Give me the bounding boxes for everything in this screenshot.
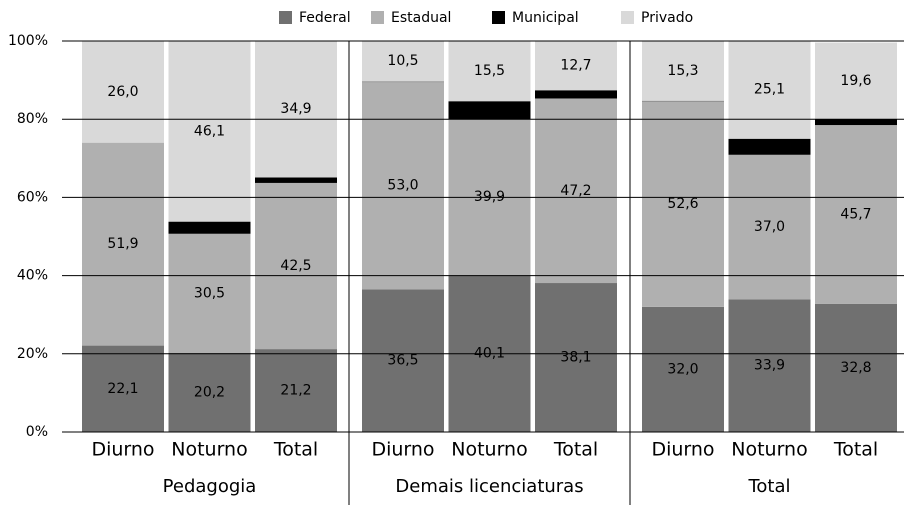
bar-segment bbox=[168, 221, 251, 234]
bar-segment bbox=[168, 353, 251, 432]
value-label: 32,0 bbox=[667, 361, 698, 377]
legend-label: Municipal bbox=[512, 10, 579, 26]
value-label: 15,3 bbox=[667, 63, 698, 79]
bar-segment bbox=[642, 101, 724, 307]
bar-segment bbox=[815, 303, 897, 432]
value-label: 52,6 bbox=[667, 196, 698, 212]
legend-label: Privado bbox=[641, 10, 693, 26]
group-label: Demais licenciaturas bbox=[395, 476, 583, 497]
x-tick-label: Total bbox=[553, 439, 598, 461]
legend-label: Estadual bbox=[391, 10, 451, 26]
value-label: 15,5 bbox=[474, 63, 505, 79]
y-tick-label: 0% bbox=[26, 424, 48, 440]
value-label: 25,1 bbox=[754, 82, 785, 98]
x-tick-label: Diurno bbox=[651, 439, 714, 461]
value-label: 46,1 bbox=[194, 124, 225, 140]
bar-segment bbox=[255, 177, 337, 183]
value-label: 45,7 bbox=[840, 206, 871, 222]
y-tick-label: 80% bbox=[17, 111, 48, 127]
value-label: 12,7 bbox=[560, 57, 591, 73]
bar-segment bbox=[362, 289, 444, 432]
x-tick-label: Noturno bbox=[451, 439, 527, 461]
x-tick-label: Total bbox=[833, 439, 878, 461]
bar-segment bbox=[255, 182, 337, 350]
legend-swatch bbox=[279, 11, 292, 24]
bar-segment bbox=[168, 41, 251, 222]
bar-segment bbox=[362, 82, 444, 290]
bar-segment bbox=[815, 42, 897, 120]
value-label: 36,5 bbox=[387, 353, 418, 369]
value-label: 34,9 bbox=[280, 101, 311, 117]
y-tick-label: 100% bbox=[8, 33, 48, 49]
value-label: 32,8 bbox=[840, 360, 871, 376]
bar-segment bbox=[642, 41, 724, 101]
legend-swatch bbox=[371, 11, 384, 24]
group-label: Total bbox=[747, 476, 790, 497]
bar-segment bbox=[255, 41, 337, 178]
group-label: Pedagogia bbox=[163, 476, 257, 497]
bar-segment bbox=[815, 125, 897, 304]
bar-segment bbox=[642, 306, 724, 432]
value-label: 20,2 bbox=[194, 385, 225, 401]
bar-segment bbox=[448, 101, 531, 120]
y-tick-label: 40% bbox=[17, 268, 48, 284]
bar-segment bbox=[255, 349, 337, 432]
legend-label: Federal bbox=[299, 10, 351, 26]
x-tick-label: Noturno bbox=[171, 439, 247, 461]
bar-segment bbox=[362, 40, 444, 82]
value-label: 38,1 bbox=[560, 350, 591, 366]
value-label: 21,2 bbox=[280, 383, 311, 399]
value-label: 51,9 bbox=[107, 236, 138, 252]
legend-swatch bbox=[492, 11, 505, 24]
bar-segment bbox=[448, 40, 531, 102]
bar-segment bbox=[82, 41, 164, 143]
value-label: 10,5 bbox=[387, 53, 418, 69]
y-tick-label: 60% bbox=[17, 189, 48, 205]
legend-swatch bbox=[621, 11, 634, 24]
bar-segment bbox=[815, 119, 897, 126]
bar-segment bbox=[82, 345, 164, 432]
bar-segment bbox=[728, 138, 811, 155]
bar-segment bbox=[535, 40, 617, 91]
value-label: 53,0 bbox=[387, 178, 418, 194]
value-label: 30,5 bbox=[194, 285, 225, 301]
value-label: 47,2 bbox=[560, 183, 591, 199]
bar-segment bbox=[535, 98, 617, 284]
value-label: 22,1 bbox=[107, 381, 138, 397]
bar-segment bbox=[728, 299, 811, 432]
value-label: 26,0 bbox=[107, 84, 138, 100]
value-label: 42,5 bbox=[280, 258, 311, 274]
x-tick-label: Total bbox=[273, 439, 318, 461]
bar-segment bbox=[535, 90, 617, 99]
bar-segment bbox=[82, 142, 164, 346]
value-label: 19,6 bbox=[840, 73, 871, 89]
value-label: 33,9 bbox=[754, 358, 785, 374]
bar-segment bbox=[535, 283, 617, 432]
value-label: 37,0 bbox=[754, 219, 785, 235]
x-tick-label: Diurno bbox=[371, 439, 434, 461]
bar-segment bbox=[728, 40, 811, 139]
x-tick-label: Diurno bbox=[91, 439, 154, 461]
bar-segment bbox=[168, 233, 251, 354]
x-tick-label: Noturno bbox=[731, 439, 807, 461]
y-tick-label: 20% bbox=[17, 346, 48, 362]
